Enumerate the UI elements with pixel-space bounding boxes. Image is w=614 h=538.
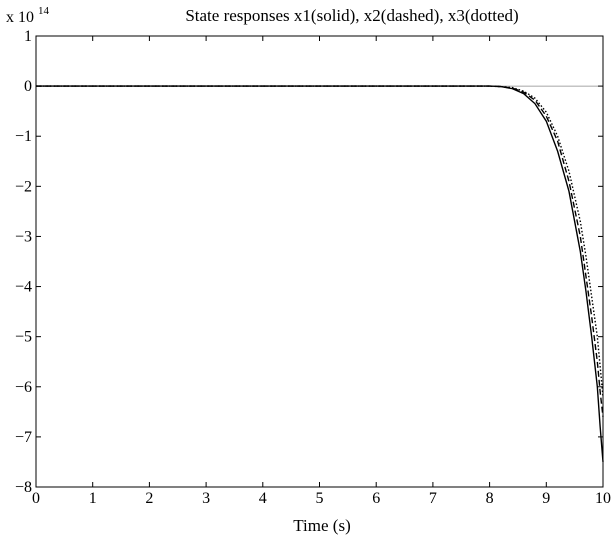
y-tick-label: −5: [15, 329, 32, 346]
y-tick-label: −2: [15, 178, 32, 195]
labels: State responses x1(solid), x2(dashed), x…: [6, 5, 519, 535]
series-line-x3: [36, 85, 604, 397]
y-tick-label: 0: [24, 78, 32, 95]
series-line-x1: [36, 85, 604, 462]
y-tick-label: 1: [24, 28, 32, 45]
plot-box: [35, 35, 604, 488]
x-tick-label: 0: [32, 490, 40, 507]
x-tick-label: 2: [145, 490, 153, 507]
x-tick-label: 6: [372, 490, 380, 507]
x-axis-label: Time (s): [293, 516, 350, 535]
chart-title: State responses x1(solid), x2(dashed), x…: [185, 6, 518, 25]
x-tick-label: 4: [259, 490, 267, 507]
x-tick-label: 1: [89, 490, 97, 507]
x-tick-label: 3: [202, 490, 210, 507]
x-tick-label: 8: [486, 490, 494, 507]
x-tick-label: 10: [595, 490, 611, 507]
y-tick-label: −6: [15, 379, 32, 396]
y-tick-label: −7: [15, 429, 32, 446]
x-tick-label: 9: [542, 490, 550, 507]
series-layer: [36, 85, 604, 462]
y-tick-label: −8: [15, 479, 32, 496]
y-multiplier-exponent: 14: [38, 5, 50, 17]
y-tick-label: −1: [15, 128, 32, 145]
y-tick-label: −4: [15, 279, 32, 296]
y-tick-label: −3: [15, 228, 32, 245]
plot-frame: [35, 35, 604, 488]
y-multiplier-base: x 10: [6, 9, 34, 26]
y-multiplier: x 10 14: [6, 5, 50, 26]
x-tick-label: 5: [316, 490, 324, 507]
x-tick-label: 7: [429, 490, 437, 507]
series-line-x2: [36, 85, 604, 417]
